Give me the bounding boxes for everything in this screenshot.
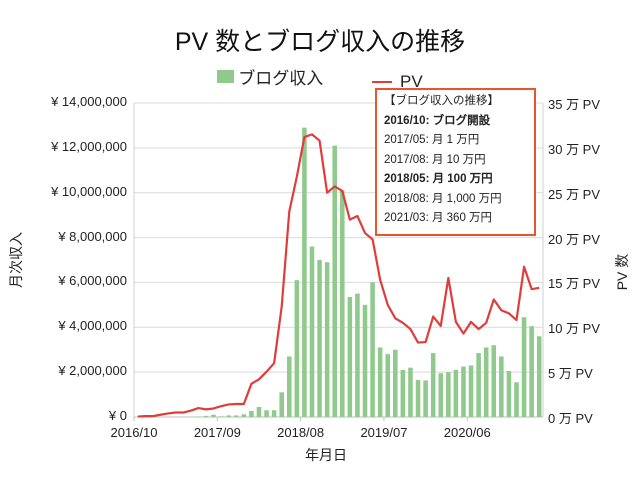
- bar-income: [468, 365, 474, 417]
- bar-income: [317, 260, 322, 417]
- x-tick-label: 2018/08: [277, 425, 325, 440]
- y-left-tick-label: ¥ 2,000,000: [58, 363, 127, 379]
- bar-income: [203, 415, 209, 417]
- bar-income: [324, 262, 330, 417]
- bar-income: [446, 372, 451, 417]
- y-right-tick-label: 30 万 PV: [548, 141, 601, 157]
- annotation-line: 2017/05: 月 1 万円: [384, 134, 480, 146]
- bar-income: [241, 414, 247, 417]
- y-axis-right-label: PV 数: [614, 253, 630, 291]
- bar-income: [536, 336, 542, 417]
- bar-income: [302, 127, 307, 418]
- x-tick-label: 2016/10: [110, 425, 158, 440]
- bar-income: [423, 380, 428, 417]
- annotation-line: 2016/10: ブログ開設: [384, 114, 491, 127]
- legend-swatch-bar: [217, 70, 235, 83]
- y-right-tick-label: 10 万 PV: [548, 321, 601, 337]
- bar-income: [264, 410, 269, 417]
- bar-income: [483, 347, 489, 417]
- bar-income: [233, 415, 239, 417]
- x-tick-label: 2019/07: [360, 425, 408, 440]
- bar-income: [249, 410, 254, 417]
- bar-income: [521, 317, 527, 417]
- bar-income: [362, 304, 368, 417]
- bar-income: [271, 410, 277, 417]
- legend-label-pv: PV: [400, 72, 423, 91]
- y-left-tick-label: ¥ 14,000,000: [51, 94, 127, 109]
- bar-income: [514, 382, 519, 417]
- line-pv: [137, 133, 540, 418]
- y-right-tick-label: 15 万 PV: [548, 276, 601, 292]
- legend: ブログ収入 PV: [0, 64, 640, 92]
- y-right-tick-label: 35 万 PV: [548, 97, 601, 112]
- annotation-line: 2018/08: 月 1,000 万円: [384, 192, 502, 205]
- bar-income: [499, 356, 504, 417]
- y-right-tick-label: 20 万 PV: [548, 231, 601, 247]
- bar-income: [211, 414, 216, 417]
- annotation-line: 2017/08: 月 10 万円: [384, 153, 486, 166]
- bar-income: [438, 373, 444, 417]
- legend-item-pv: PV: [372, 72, 423, 92]
- bar-income: [218, 416, 224, 417]
- y-left-tick-label: ¥ 10,000,000: [51, 183, 127, 199]
- y-right-tick-label: 25 万 PV: [548, 186, 601, 202]
- bar-income: [294, 280, 300, 417]
- legend-item-income: ブログ収入: [217, 64, 323, 89]
- annotation-line: 2018/05: 月 100 万円: [384, 173, 493, 185]
- bar-income: [256, 406, 262, 417]
- bar-income: [491, 345, 497, 417]
- bar-income: [408, 367, 413, 417]
- bar-income: [415, 379, 421, 417]
- bar-income: [506, 371, 512, 417]
- y-left-tick-label: ¥ 4,000,000: [58, 318, 127, 334]
- bar-income: [286, 356, 292, 417]
- legend-label-income: ブログ収入: [238, 69, 324, 88]
- bar-income: [400, 369, 406, 417]
- annotation-heading: 【ブログ収入の推移】: [384, 95, 499, 107]
- bar-income: [476, 353, 481, 417]
- bar-income: [340, 190, 345, 417]
- y-left-tick-label: ¥ 8,000,000: [58, 228, 127, 244]
- y-left-tick-label: ¥ 6,000,000: [58, 273, 127, 289]
- y-axis-left-label: 月次収入: [8, 232, 24, 288]
- y-right-tick-label: 5 万 PV: [548, 366, 593, 382]
- bar-income: [309, 246, 315, 417]
- bar-income: [385, 354, 391, 417]
- x-tick-label: 2020/06: [443, 425, 491, 440]
- bar-income: [332, 145, 337, 417]
- y-right-tick-label: 0 万 PV: [548, 411, 593, 426]
- y-left-tick-label: ¥ 0: [108, 408, 127, 423]
- bar-income: [430, 353, 436, 417]
- chart-title: PV 数とブログ収入の推移: [174, 28, 466, 56]
- legend-swatch-line: [372, 81, 393, 83]
- bar-income: [529, 326, 534, 417]
- x-tick-label: 2017/09: [193, 425, 241, 440]
- bar-income: [279, 392, 284, 417]
- bar-income: [370, 282, 375, 417]
- bar-income: [347, 297, 353, 417]
- x-axis-label: 年月日: [305, 447, 347, 463]
- bar-income: [377, 347, 383, 417]
- annotation-line: 2021/03: 月 360 万円: [384, 212, 493, 224]
- bar-income: [355, 293, 360, 417]
- bar-income: [393, 349, 398, 417]
- y-left-tick-label: ¥ 12,000,000: [51, 138, 127, 154]
- bar-income: [453, 369, 459, 417]
- annotation-box: 【ブログ収入の推移】 2016/10: ブログ開設 2017/05: 月 1 万…: [375, 88, 536, 236]
- bar-income: [461, 366, 466, 417]
- bar-income: [226, 415, 231, 417]
